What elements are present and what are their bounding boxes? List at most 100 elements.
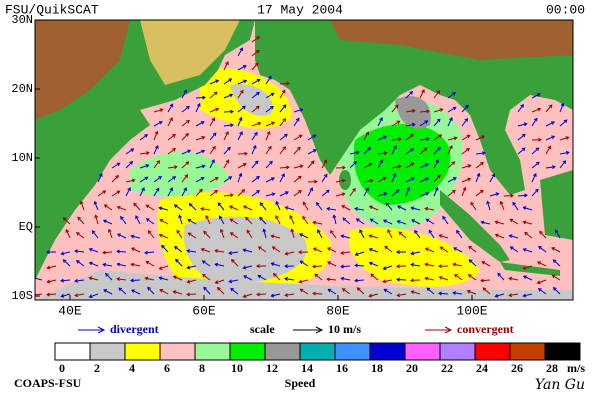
wind-arrow: [355, 251, 365, 256]
wind-arrow-head: [465, 104, 469, 109]
wind-arrow-head: [425, 137, 430, 142]
wind-arrow-head: [384, 245, 389, 250]
wind-arrow-head: [538, 137, 542, 142]
wind-arrow: [251, 190, 260, 197]
wind-arrow: [265, 131, 271, 141]
wind-arrow: [89, 293, 99, 298]
wind-arrow-head: [522, 206, 527, 210]
wind-arrow-head: [259, 216, 263, 221]
wind-arrow-head: [145, 164, 150, 168]
colorbar-label: Speed: [285, 376, 316, 390]
wind-arrow-head: [225, 131, 229, 135]
wind-arrow: [118, 287, 127, 295]
wind-arrow-head: [242, 294, 247, 298]
wind-arrow: [517, 104, 524, 113]
colorbar-tick: 14: [301, 361, 313, 375]
wind-arrow-head: [522, 265, 527, 270]
wind-arrow: [209, 108, 219, 113]
wind-arrow: [397, 220, 407, 225]
wind-arrow: [391, 138, 401, 141]
wind-arrow-head: [299, 260, 304, 265]
wind-arrow: [209, 190, 218, 197]
wind-arrow: [481, 261, 491, 267]
wind-arrow-head: [385, 202, 390, 207]
wind-arrow-head: [437, 146, 441, 151]
wind-arrow-head: [424, 276, 429, 281]
wind-arrow-head: [479, 189, 484, 194]
wind-arrow: [187, 279, 197, 283]
wind-arrow-head: [254, 62, 259, 67]
wind-arrow-head: [230, 287, 234, 292]
wind-arrow: [125, 161, 133, 169]
wind-arrow: [116, 250, 127, 253]
wind-arrow-head: [201, 260, 206, 264]
wind-arrow-head: [129, 160, 134, 165]
wind-arrow-head: [354, 263, 358, 268]
wind-arrow: [265, 76, 272, 85]
wind-arrow-head: [211, 159, 215, 164]
wind-arrow: [187, 219, 197, 225]
wind-arrow-head: [145, 218, 150, 222]
wind-arrow: [433, 90, 440, 99]
wind-arrow-head: [317, 229, 321, 234]
wind-arrow: [251, 160, 259, 169]
wind-arrow: [265, 146, 272, 155]
wind-arrow-head: [326, 206, 331, 211]
wind-arrow: [537, 261, 547, 267]
wind-arrow: [205, 215, 211, 225]
wind-arrow: [243, 205, 253, 211]
wind-arrow: [146, 204, 155, 211]
wind-arrow-head: [172, 148, 176, 152]
wind-arrow: [237, 189, 245, 197]
wind-arrow: [131, 263, 141, 267]
wind-arrow-head: [213, 91, 218, 96]
colorbar-tick: 4: [129, 361, 135, 375]
wind-arrow: [330, 230, 337, 239]
wind-arrow: [497, 273, 505, 281]
wind-arrow-head: [184, 174, 189, 178]
land: [440, 190, 510, 262]
wind-arrow-head: [467, 177, 472, 182]
wind-arrow-head: [130, 262, 135, 267]
wind-arrow-head: [145, 260, 150, 265]
wind-arrow-head: [536, 280, 541, 285]
wind-arrow-head: [185, 132, 189, 137]
wind-arrow-head: [144, 250, 148, 255]
wind-arrow: [271, 235, 281, 239]
wind-arrow: [125, 179, 135, 183]
wind-arrow: [243, 265, 253, 269]
wind-arrow: [523, 206, 533, 211]
wind-arrow: [461, 178, 471, 183]
wind-arrow: [425, 247, 435, 253]
wind-arrow: [369, 234, 379, 239]
wind-arrow: [92, 230, 99, 239]
wind-arrow-head: [131, 178, 136, 183]
wind-arrow: [293, 134, 302, 141]
wind-arrow-head: [284, 206, 289, 210]
wind-arrow-head: [480, 220, 485, 225]
wind-arrow-head: [185, 161, 190, 165]
wind-arrow: [405, 187, 410, 197]
wind-arrow: [229, 279, 239, 283]
wind-arrow-head: [285, 191, 289, 195]
wind-arrow-head: [509, 246, 514, 250]
wind-arrow-head: [203, 286, 207, 291]
wind-arrow-head: [88, 294, 93, 299]
wind-arrow: [120, 216, 127, 225]
wind-arrow: [363, 163, 373, 169]
wind-arrow: [144, 251, 155, 254]
wind-arrow: [302, 201, 309, 211]
wind-arrow: [203, 231, 211, 239]
wind-arrow: [75, 250, 85, 253]
wind-arrow: [61, 251, 71, 255]
wind-arrow: [187, 265, 197, 269]
wind-arrow-head: [508, 293, 513, 298]
wind-arrow-head: [158, 121, 163, 125]
wind-arrow: [175, 259, 183, 267]
wind-arrow-head: [201, 135, 206, 140]
wind-arrow-head: [522, 133, 526, 138]
wind-arrow-head: [116, 233, 121, 237]
land-highland: [330, 20, 573, 60]
land-highland: [35, 20, 130, 120]
wind-arrow: [223, 176, 232, 183]
